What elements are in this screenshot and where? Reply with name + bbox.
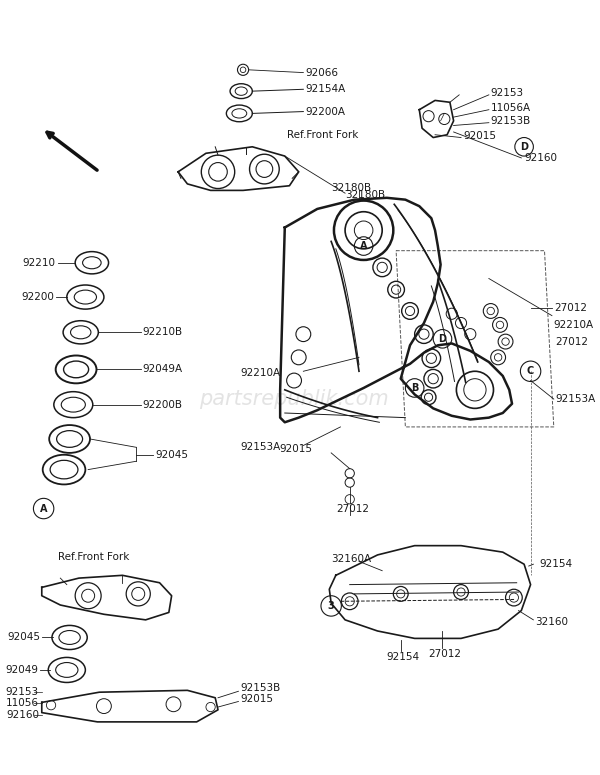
Text: 92045: 92045 [7, 632, 40, 642]
Text: 92015: 92015 [280, 444, 313, 454]
Text: 92045: 92045 [155, 449, 188, 460]
Text: 3: 3 [328, 601, 335, 611]
Text: D: D [439, 334, 446, 344]
Text: 32160: 32160 [535, 617, 568, 627]
Text: B: B [411, 383, 418, 393]
Text: 92210: 92210 [23, 258, 56, 267]
Text: 92160: 92160 [524, 153, 557, 163]
Text: 92154A: 92154A [305, 84, 346, 95]
Text: 27012: 27012 [554, 303, 587, 313]
Text: 92153A: 92153A [240, 443, 280, 453]
Text: 92210A: 92210A [240, 368, 280, 378]
Text: A: A [40, 504, 47, 514]
Text: C: C [527, 367, 534, 377]
Text: Ref.Front Fork: Ref.Front Fork [287, 129, 358, 140]
Text: 92200: 92200 [21, 292, 54, 302]
Text: partsrepublik.com: partsrepublik.com [199, 389, 389, 409]
Text: 32160A: 32160A [331, 553, 371, 563]
Text: 27012: 27012 [428, 649, 461, 660]
Text: 92154: 92154 [540, 560, 573, 569]
Text: 92015: 92015 [463, 131, 496, 141]
Text: 92049A: 92049A [143, 364, 183, 374]
Text: 27012: 27012 [336, 504, 369, 514]
Text: 92153B: 92153B [491, 115, 531, 126]
Text: 92160: 92160 [6, 711, 39, 721]
Text: 32180B: 32180B [331, 183, 371, 193]
Text: 27012: 27012 [556, 336, 589, 346]
Text: A: A [360, 241, 367, 251]
Text: D: D [520, 142, 528, 152]
Text: 92210A: 92210A [554, 320, 594, 330]
Text: Ref.Front Fork: Ref.Front Fork [58, 552, 129, 562]
Text: 32180B: 32180B [345, 190, 385, 200]
Text: 11056: 11056 [6, 698, 39, 708]
Text: 92049: 92049 [5, 665, 38, 675]
Text: 92200A: 92200A [305, 106, 345, 116]
Text: 92015: 92015 [240, 694, 273, 704]
Text: 92210B: 92210B [143, 327, 183, 337]
Text: 92154: 92154 [387, 652, 420, 662]
Text: 11056A: 11056A [491, 103, 531, 113]
Text: 92153: 92153 [6, 687, 39, 698]
Text: 92153B: 92153B [240, 684, 281, 694]
Text: 92066: 92066 [305, 67, 338, 78]
Text: 92153: 92153 [491, 88, 524, 98]
Text: 92200B: 92200B [143, 400, 183, 410]
Text: 92153A: 92153A [556, 394, 596, 404]
